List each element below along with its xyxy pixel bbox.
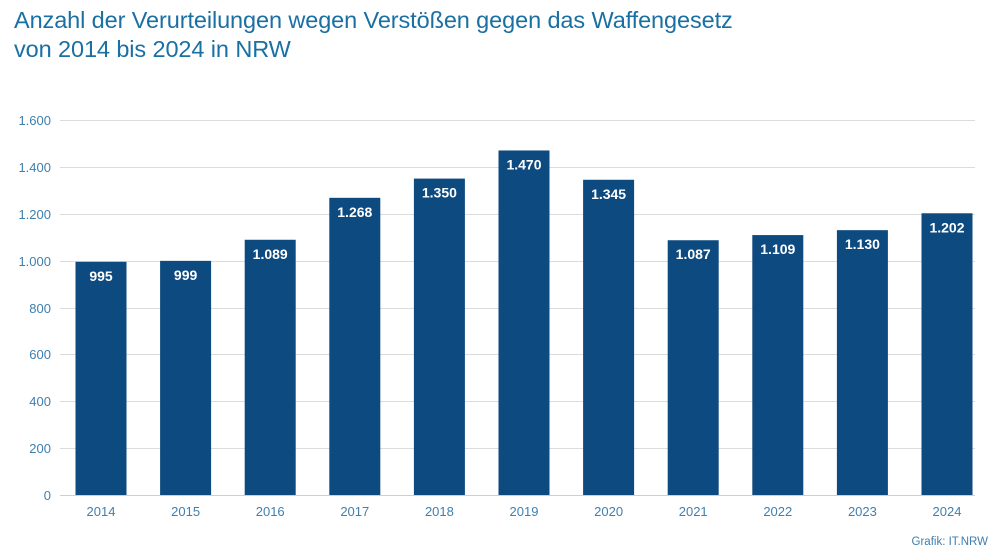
bar-2017 [329, 197, 381, 495]
bar-2020 [583, 179, 635, 495]
bar-2023 [836, 230, 888, 495]
bar-2015 [160, 260, 212, 495]
data-label-2017: 1.268 [337, 204, 372, 220]
bar-2021 [667, 240, 719, 495]
data-label-2019: 1.470 [506, 156, 541, 172]
x-tick-label: 2019 [510, 504, 539, 519]
bar-2014 [75, 261, 127, 495]
y-tick-label: 600 [29, 347, 51, 362]
x-tick-label: 2016 [256, 504, 285, 519]
y-tick-label: 1.600 [18, 113, 51, 128]
bars [75, 150, 973, 495]
data-label-2021: 1.087 [676, 246, 711, 262]
data-label-2022: 1.109 [760, 241, 795, 257]
y-tick-label: 200 [29, 441, 51, 456]
bar-2018 [413, 178, 465, 495]
x-tick-label: 2021 [679, 504, 708, 519]
x-tick-label: 2024 [933, 504, 962, 519]
x-tick-label: 2020 [594, 504, 623, 519]
data-label-2024: 1.202 [929, 219, 964, 235]
data-label-2018: 1.350 [422, 185, 457, 201]
data-label-2020: 1.345 [591, 186, 626, 202]
y-tick-label: 1.200 [18, 207, 51, 222]
bar-2019 [498, 150, 550, 495]
y-tick-label: 800 [29, 301, 51, 316]
x-tick-label: 2015 [171, 504, 200, 519]
bar-2022 [752, 235, 804, 495]
data-label-2023: 1.130 [845, 236, 880, 252]
chart-title-line-2: von 2014 bis 2024 in NRW [14, 36, 291, 62]
x-tick-label: 2022 [763, 504, 792, 519]
chart-title: Anzahl der Verurteilungen wegen Verstöße… [14, 6, 733, 64]
x-tick-label: 2023 [848, 504, 877, 519]
bar-2024 [921, 213, 973, 495]
x-tick-label: 2017 [340, 504, 369, 519]
chart-title-line-1: Anzahl der Verurteilungen wegen Verstöße… [14, 7, 733, 33]
y-tick-label: 0 [44, 488, 51, 503]
data-label-2014: 995 [89, 268, 113, 284]
source-credit: Grafik: IT.NRW [911, 536, 988, 548]
x-tick-label: 2018 [425, 504, 454, 519]
y-tick-label: 1.000 [18, 254, 51, 269]
y-tick-label: 1.400 [18, 160, 51, 175]
x-tick-label: 2014 [87, 504, 116, 519]
data-label-2015: 999 [174, 267, 198, 283]
bar-2016 [244, 239, 296, 495]
y-tick-label: 400 [29, 394, 51, 409]
data-labels: 995 999 1.089 1.268 1.350 1.470 1.345 1.087 1.10… [89, 156, 964, 283]
data-label-2016: 1.089 [253, 246, 288, 262]
x-axis-ticks: 2014 2015 2016 2017 2018 2019 2020 2021 2022 2023… [87, 504, 962, 519]
y-axis-ticks: 0 200 400 600 800 1.000 1.200 1.400 1.600 [18, 113, 51, 503]
